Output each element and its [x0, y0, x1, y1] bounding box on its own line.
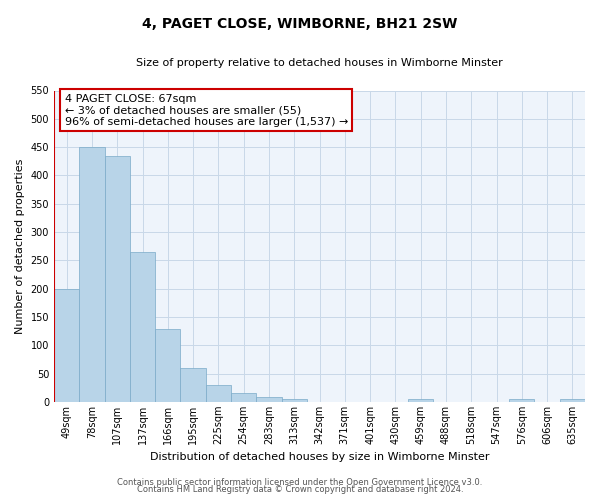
Bar: [231, 394, 256, 402]
Title: Size of property relative to detached houses in Wimborne Minster: Size of property relative to detached ho…: [136, 58, 503, 68]
Bar: [560, 399, 585, 402]
Bar: [181, 368, 206, 402]
Text: 4, PAGET CLOSE, WIMBORNE, BH21 2SW: 4, PAGET CLOSE, WIMBORNE, BH21 2SW: [142, 18, 458, 32]
Text: Contains HM Land Registry data © Crown copyright and database right 2024.: Contains HM Land Registry data © Crown c…: [137, 484, 463, 494]
Bar: [79, 147, 104, 402]
Bar: [54, 288, 79, 402]
Y-axis label: Number of detached properties: Number of detached properties: [15, 158, 25, 334]
X-axis label: Distribution of detached houses by size in Wimborne Minster: Distribution of detached houses by size …: [150, 452, 489, 462]
Text: Contains public sector information licensed under the Open Government Licence v3: Contains public sector information licen…: [118, 478, 482, 487]
Bar: [155, 330, 181, 402]
Text: 4 PAGET CLOSE: 67sqm
← 3% of detached houses are smaller (55)
96% of semi-detach: 4 PAGET CLOSE: 67sqm ← 3% of detached ho…: [65, 94, 348, 127]
Bar: [206, 385, 231, 402]
Bar: [256, 398, 281, 402]
Bar: [130, 252, 155, 402]
Bar: [509, 399, 535, 402]
Bar: [408, 399, 433, 402]
Bar: [104, 156, 130, 402]
Bar: [281, 399, 307, 402]
